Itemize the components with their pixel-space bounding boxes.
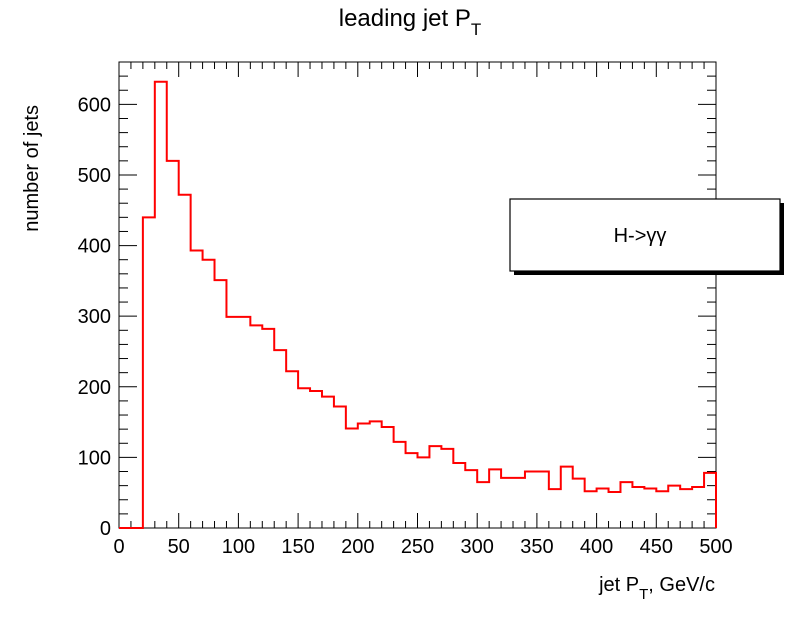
histogram-bin — [226, 317, 238, 528]
x-tick-label: 350 — [520, 536, 553, 558]
histogram-bin — [322, 397, 334, 528]
histogram-bin — [429, 446, 441, 528]
histogram-bin — [370, 421, 382, 528]
histogram-bin — [513, 478, 525, 528]
histogram-bin — [537, 472, 549, 528]
histogram-bin — [298, 388, 310, 528]
histogram-bin — [525, 472, 537, 528]
histogram-bin — [561, 467, 573, 528]
histogram-bin — [418, 457, 430, 528]
histogram-bin — [585, 491, 597, 528]
x-tick-label: 250 — [401, 536, 434, 558]
histogram-bin — [406, 453, 418, 528]
y-tick-label: 300 — [78, 306, 111, 328]
histogram-bin — [155, 82, 167, 528]
histogram-bin — [597, 488, 609, 528]
y-axis-label: number of jets — [21, 105, 43, 232]
legend: H->γγ — [509, 198, 784, 275]
histogram-bin — [143, 217, 155, 528]
histogram-bin — [632, 487, 644, 528]
histogram-bin — [668, 486, 680, 528]
histogram-bin — [167, 161, 179, 528]
histogram-bin — [334, 407, 346, 528]
x-tick-label: 300 — [461, 536, 494, 558]
histogram-line — [119, 80, 717, 529]
plot-area: 0 50 100 150 200 250 300 350 400 450 500 0 100 200 300… — [78, 61, 733, 558]
histogram-bin — [680, 489, 692, 528]
histogram-bin — [704, 473, 716, 528]
histogram-bin — [382, 427, 394, 528]
histogram-bin — [477, 482, 489, 528]
x-tick-label: 150 — [281, 536, 314, 558]
y-tick-label: 100 — [78, 447, 111, 469]
histogram-bin — [549, 489, 561, 528]
y-tick-label: 200 — [78, 377, 111, 399]
histogram-bin — [656, 491, 668, 528]
histogram-bin — [286, 371, 298, 528]
y-tick-label: 0 — [100, 518, 111, 540]
histogram-bin — [394, 442, 406, 528]
histogram-bin — [274, 350, 286, 528]
legend-entry: H->γγ — [614, 225, 667, 247]
histogram-bin — [238, 317, 250, 528]
histogram-bin — [644, 488, 656, 528]
chart-title: leading jet PT — [339, 5, 481, 39]
histogram-bin — [453, 463, 465, 528]
histogram-bin — [441, 449, 453, 528]
histogram-bin — [262, 329, 274, 528]
histogram-bin — [609, 492, 621, 528]
y-tick-label: 500 — [78, 165, 111, 187]
x-tick-label: 50 — [168, 536, 190, 558]
legend-box — [509, 198, 781, 272]
histogram-bin — [465, 470, 477, 528]
histogram-bin — [358, 424, 370, 528]
x-tick-label: 200 — [341, 536, 374, 558]
histogram-bin — [620, 482, 632, 528]
histogram-bin — [215, 280, 227, 528]
histogram-bin — [250, 325, 262, 528]
histogram-bin — [179, 195, 191, 528]
histogram-bin — [346, 428, 358, 528]
x-tick-label: 0 — [113, 536, 124, 558]
series-layer — [119, 80, 717, 529]
x-axis-label: jet PT, GeV/c — [598, 574, 715, 603]
y-tick-label: 600 — [78, 94, 111, 116]
histogram-bin — [191, 251, 203, 528]
histogram-bin — [573, 479, 585, 528]
histogram-bin — [203, 260, 215, 528]
histogram-bin — [310, 391, 322, 528]
histogram-bin — [692, 487, 704, 528]
x-tick-label: 100 — [222, 536, 255, 558]
y-tick-label: 400 — [78, 236, 111, 258]
histogram-bin — [489, 469, 501, 528]
x-tick-label: 500 — [699, 536, 732, 558]
histogram-bin — [501, 478, 513, 528]
x-tick-label: 450 — [640, 536, 673, 558]
x-tick-label: 400 — [580, 536, 613, 558]
